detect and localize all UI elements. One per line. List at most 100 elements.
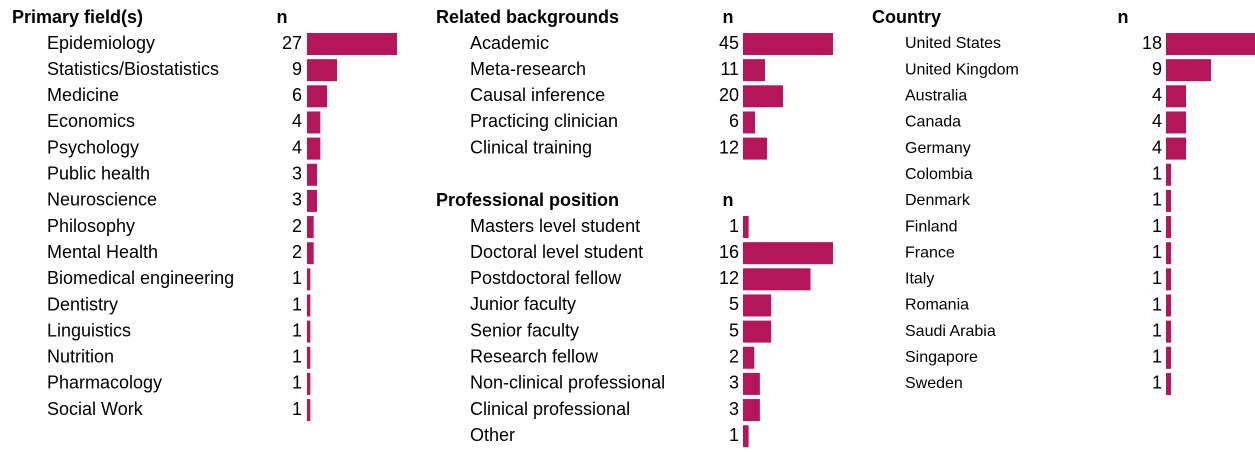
bar: [307, 399, 311, 422]
bar: [1166, 59, 1211, 82]
row-value: 27: [282, 33, 302, 53]
row-value: 12: [719, 137, 739, 157]
row-value: 3: [292, 190, 302, 210]
row-label: Senior faculty: [470, 320, 579, 340]
row-label: Linguistics: [47, 320, 131, 340]
bar: [743, 346, 755, 369]
bar: [1166, 320, 1171, 343]
row-label: Philosophy: [47, 216, 135, 236]
bar: [307, 294, 311, 317]
row-value: 1: [1152, 373, 1162, 393]
row-value: 3: [729, 399, 739, 419]
row-value: 2: [729, 347, 739, 367]
bar: [743, 372, 760, 395]
row-label: Dentistry: [47, 294, 118, 314]
row-label: Colombia: [905, 166, 973, 183]
row-value: 12: [719, 268, 739, 288]
row-value: 1: [1152, 320, 1162, 340]
row-label: Non-clinical professional: [470, 373, 665, 393]
row-label: Postdoctoral fellow: [470, 268, 622, 288]
row-label: Pharmacology: [47, 373, 162, 393]
bar: [307, 372, 311, 395]
row-label: Sweden: [905, 375, 963, 392]
row-label: Psychology: [47, 137, 139, 157]
bar: [743, 294, 772, 317]
bar: [743, 399, 760, 422]
bar: [307, 320, 311, 343]
panel-title: Related backgrounds: [436, 7, 619, 27]
row-value: 5: [729, 294, 739, 314]
bar: [743, 59, 765, 82]
row-value: 18: [1142, 33, 1162, 53]
row-label: Public health: [47, 164, 150, 184]
panel-title: Professional position: [436, 190, 619, 210]
row-label: Masters level student: [470, 216, 640, 236]
row-label: Practicing clinician: [470, 111, 618, 131]
bar: [1166, 163, 1171, 186]
row-label: Academic: [470, 33, 549, 53]
bar: [743, 320, 772, 343]
row-label: Clinical professional: [470, 399, 630, 419]
row-value: 1: [729, 216, 739, 236]
bar: [307, 137, 321, 160]
row-value: 4: [1152, 137, 1162, 157]
row-value: 9: [292, 59, 302, 79]
row-value: 1: [292, 294, 302, 314]
row-label: Germany: [905, 140, 971, 157]
row-label: Junior faculty: [470, 294, 576, 314]
row-value: 45: [719, 33, 739, 53]
row-label: Neuroscience: [47, 190, 157, 210]
row-label: Doctoral level student: [470, 242, 643, 262]
bar: [1166, 294, 1171, 317]
row-label: United Kingdom: [905, 61, 1019, 78]
row-value: 4: [292, 137, 302, 157]
bar: [307, 59, 337, 82]
bar: [1166, 242, 1171, 265]
bar: [1166, 372, 1171, 395]
row-value: 4: [1152, 111, 1162, 131]
row-label: Canada: [905, 114, 961, 131]
bar: [307, 33, 397, 55]
bar: [743, 242, 833, 265]
row-value: 9: [1152, 59, 1162, 79]
row-value: 4: [1152, 85, 1162, 105]
bar: [743, 137, 767, 160]
bar: [307, 111, 321, 134]
row-label: Clinical training: [470, 137, 592, 157]
row-label: Research fellow: [470, 347, 599, 367]
row-label: Nutrition: [47, 347, 114, 367]
row-value: 3: [292, 164, 302, 184]
row-label: Epidemiology: [47, 33, 155, 53]
bar: [1166, 189, 1171, 212]
row-label: Italy: [905, 271, 934, 288]
row-value: 6: [292, 85, 302, 105]
row-value: 20: [719, 85, 739, 105]
bar: [1166, 85, 1186, 108]
bar: [743, 111, 755, 134]
row-value: 1: [292, 399, 302, 419]
row-value: 1: [1152, 268, 1162, 288]
row-label: Saudi Arabia: [905, 323, 996, 340]
row-value: 1: [292, 373, 302, 393]
row-label: United States: [905, 35, 1001, 52]
bar: [307, 268, 311, 291]
row-value: 2: [292, 216, 302, 236]
bar: [1166, 268, 1171, 291]
bar: [1166, 216, 1171, 239]
bar: [743, 33, 833, 55]
bar: [743, 85, 783, 108]
row-label: Social Work: [47, 399, 144, 419]
bar: [743, 216, 749, 238]
bar: [307, 216, 314, 239]
row-value: 3: [729, 373, 739, 393]
row-label: Statistics/Biostatistics: [47, 59, 219, 79]
row-label: Biomedical engineering: [47, 268, 234, 288]
bar: [1166, 346, 1171, 369]
row-value: 1: [1152, 216, 1162, 236]
bar: [1166, 33, 1255, 55]
row-label: Medicine: [47, 85, 119, 105]
row-label: Mental Health: [47, 242, 158, 262]
row-value: 11: [720, 59, 739, 79]
panel-title: Primary field(s): [12, 7, 143, 27]
